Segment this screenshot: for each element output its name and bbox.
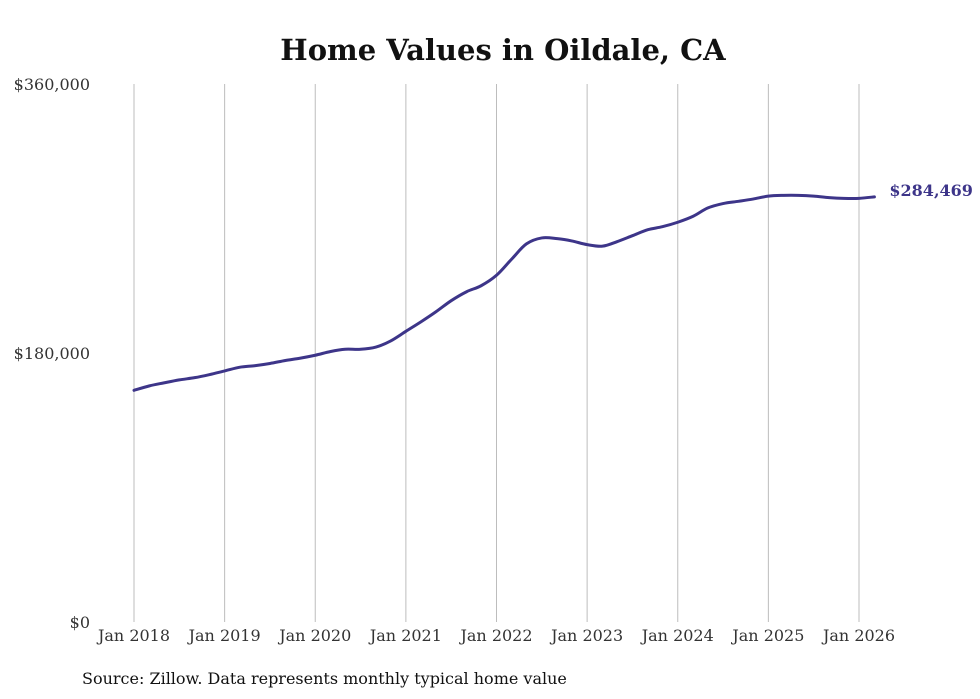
- y-tick-label: $0: [70, 613, 90, 632]
- x-tick-label: Jan 2026: [821, 626, 895, 645]
- y-tick-label: $180,000: [14, 344, 90, 363]
- series-layer: $284,469: [132, 181, 973, 392]
- y-tick-label: $360,000: [14, 75, 90, 94]
- x-tick-label: Jan 2020: [277, 626, 351, 645]
- x-tick-label: Jan 2018: [96, 626, 170, 645]
- x-tick-label: Jan 2023: [549, 626, 623, 645]
- gridlines: [133, 84, 860, 622]
- x-tick-label: Jan 2019: [187, 626, 261, 645]
- end-value-label: $284,469: [889, 181, 973, 200]
- series-line-home-value: [132, 193, 876, 392]
- x-tick-label: Jan 2025: [730, 626, 804, 645]
- x-axis-ticks: Jan 2018 Jan 2019 Jan 2020 Jan 2021 Jan 2022…: [96, 626, 895, 645]
- source-note: Source: Zillow. Data represents monthly …: [82, 669, 567, 688]
- x-tick-label: Jan 2021: [368, 626, 442, 645]
- chart-title: Home Values in Oildale, CA: [280, 33, 726, 67]
- x-tick-label: Jan 2022: [458, 626, 532, 645]
- y-axis-ticks: $0 $180,000 $360,000: [14, 75, 90, 632]
- x-tick-label: Jan 2024: [640, 626, 714, 645]
